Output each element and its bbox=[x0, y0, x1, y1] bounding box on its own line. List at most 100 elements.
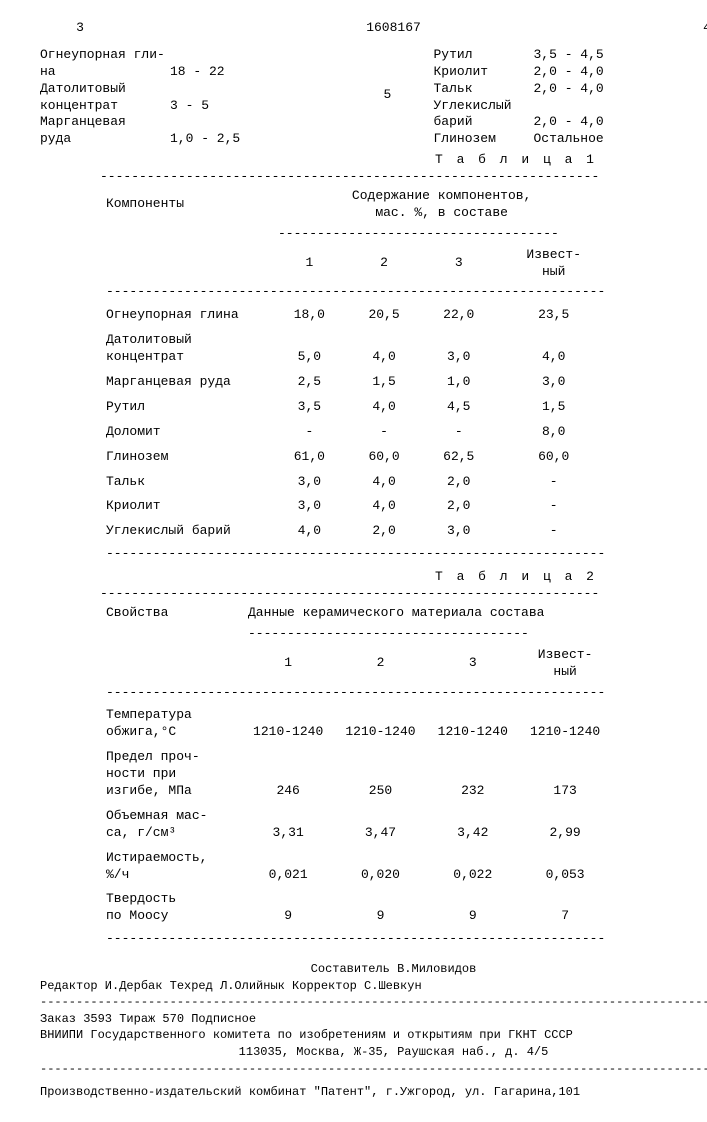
comp-row: концентрат3 - 5 bbox=[40, 98, 354, 115]
cell: 4,0 bbox=[347, 494, 422, 519]
comp-label: Тальк bbox=[434, 81, 534, 98]
cell: 9 bbox=[334, 887, 426, 929]
cell: 18,0 bbox=[272, 303, 347, 328]
row-name: Температура обжига,°С bbox=[100, 703, 242, 745]
cell: 250 bbox=[334, 745, 426, 804]
cell: 23,5 bbox=[496, 303, 611, 328]
row-name: Криолит bbox=[100, 494, 272, 519]
cell: 4,0 bbox=[496, 328, 611, 370]
divider: ----------------------------------------… bbox=[100, 929, 611, 950]
table1-head-right: Содержание компонентов, мас. %, в состав… bbox=[272, 186, 611, 224]
table-row: Тальк3,04,02,0- bbox=[100, 470, 611, 495]
cell: 1210-1240 bbox=[242, 703, 334, 745]
order-line: Заказ 3593 Тираж 570 Подписное bbox=[40, 1012, 707, 1028]
comp-row: на18 - 22 bbox=[40, 64, 354, 81]
cell: 3,0 bbox=[272, 494, 347, 519]
table-row: Твердость по Моосу9997 bbox=[100, 887, 611, 929]
comp-row: Углекислый bbox=[434, 98, 707, 115]
comp-row: Тальк2,0 - 4,0 bbox=[434, 81, 707, 98]
cell: 60,0 bbox=[496, 445, 611, 470]
left-composition: Огнеупорная гли-на18 - 22Датолитовыйконц… bbox=[40, 47, 354, 148]
col-header: 1 bbox=[272, 245, 347, 283]
table1-col-row: 123Извест- ный bbox=[100, 245, 611, 283]
table-row: Температура обжига,°С1210-12401210-12401… bbox=[100, 703, 611, 745]
comp-row: руда1,0 - 2,5 bbox=[40, 131, 354, 148]
cell: 1,0 bbox=[421, 370, 496, 395]
comp-row: Огнеупорная гли- bbox=[40, 47, 354, 64]
cell: 1,5 bbox=[347, 370, 422, 395]
table-row: Углекислый барий4,02,03,0- bbox=[100, 519, 611, 544]
comp-row: Рутил3,5 - 4,5 bbox=[434, 47, 707, 64]
row-name: Огнеупорная глина bbox=[100, 303, 272, 328]
comp-value: 2,0 - 4,0 bbox=[534, 81, 624, 98]
comp-label: на bbox=[40, 64, 170, 81]
cell: 0,021 bbox=[242, 846, 334, 888]
table-row: Марганцевая руда2,51,51,03,0 bbox=[100, 370, 611, 395]
table-row: Предел проч- ности при изгибе, МПа246250… bbox=[100, 745, 611, 804]
cell: 61,0 bbox=[272, 445, 347, 470]
cell: 3,0 bbox=[496, 370, 611, 395]
cell: 4,0 bbox=[347, 328, 422, 370]
divider: ----------------------------------------… bbox=[100, 544, 611, 565]
cell: 173 bbox=[519, 745, 611, 804]
divider: ------------------------------------ bbox=[242, 624, 611, 645]
comp-row: Датолитовый bbox=[40, 81, 354, 98]
cell: 8,0 bbox=[496, 420, 611, 445]
cell: 3,31 bbox=[242, 804, 334, 846]
comp-value bbox=[534, 98, 624, 115]
table1-head-row: Компоненты Содержание компонентов, мас. … bbox=[100, 186, 611, 224]
divider: ------------------------------------ bbox=[272, 224, 611, 245]
cell: - bbox=[272, 420, 347, 445]
right-composition: Рутил3,5 - 4,5Криолит2,0 - 4,0Тальк2,0 -… bbox=[434, 47, 707, 148]
col-num-left: 3 bbox=[40, 20, 120, 43]
cell: 232 bbox=[427, 745, 519, 804]
table1-title: Т а б л и ц а 1 bbox=[40, 152, 707, 169]
comp-label: руда bbox=[40, 131, 170, 148]
cell: 60,0 bbox=[347, 445, 422, 470]
cell: 0,022 bbox=[427, 846, 519, 888]
comp-row: ГлиноземОстальное bbox=[434, 131, 707, 148]
cell: 3,5 bbox=[272, 395, 347, 420]
row-name: Датолитовый концентрат bbox=[100, 328, 272, 370]
col-header: Извест- ный bbox=[496, 245, 611, 283]
editor-line: Редактор И.Дербак Техред Л.Олийнык Корре… bbox=[40, 979, 707, 995]
table-row: Огнеупорная глина18,020,522,023,5 bbox=[100, 303, 611, 328]
line-marker: 5 bbox=[384, 47, 404, 148]
cell: 3,42 bbox=[427, 804, 519, 846]
cell: 2,0 bbox=[421, 494, 496, 519]
table2-title: Т а б л и ц а 2 bbox=[40, 569, 707, 586]
divider: ----------------------------------------… bbox=[100, 683, 611, 704]
cell: 3,47 bbox=[334, 804, 426, 846]
cell: - bbox=[496, 470, 611, 495]
patent-number: 1608167 bbox=[120, 20, 667, 37]
table-row: Глинозем61,060,062,560,0 bbox=[100, 445, 611, 470]
table2-head-left: Свойства bbox=[100, 603, 242, 624]
table-row: Истираемость, %/ч0,0210,0200,0220,053 bbox=[100, 846, 611, 888]
cell: - bbox=[496, 519, 611, 544]
cell: 9 bbox=[427, 887, 519, 929]
page-header: 3 1608167 4 bbox=[40, 20, 707, 43]
comp-value: 2,0 - 4,0 bbox=[534, 64, 624, 81]
cell: 0,053 bbox=[519, 846, 611, 888]
cell: 9 bbox=[242, 887, 334, 929]
divider: ----------------------------------------… bbox=[40, 1062, 707, 1078]
comp-label: Огнеупорная гли- bbox=[40, 47, 170, 64]
comp-label: Датолитовый bbox=[40, 81, 170, 98]
row-name: Доломит bbox=[100, 420, 272, 445]
cell: 3,0 bbox=[272, 470, 347, 495]
comp-value: 3 - 5 bbox=[170, 98, 260, 115]
vniip-l2: 113035, Москва, Ж-35, Раушская наб., д. … bbox=[40, 1045, 707, 1061]
comp-value: 3,5 - 4,5 bbox=[534, 47, 624, 64]
comp-value: 2,0 - 4,0 bbox=[534, 114, 624, 131]
cell: 2,5 bbox=[272, 370, 347, 395]
divider: ----------------------------------------… bbox=[100, 282, 611, 303]
comp-value: Остальное bbox=[534, 131, 624, 148]
row-name: Предел проч- ности при изгибе, МПа bbox=[100, 745, 242, 804]
row-name: Рутил bbox=[100, 395, 272, 420]
cell: - bbox=[496, 494, 611, 519]
col-header: 3 bbox=[427, 645, 519, 683]
cell: 1210-1240 bbox=[427, 703, 519, 745]
table1: Компоненты Содержание компонентов, мас. … bbox=[100, 186, 611, 565]
table2-head-row: Свойства Данные керамического материала … bbox=[100, 603, 611, 624]
cell: 1210-1240 bbox=[334, 703, 426, 745]
